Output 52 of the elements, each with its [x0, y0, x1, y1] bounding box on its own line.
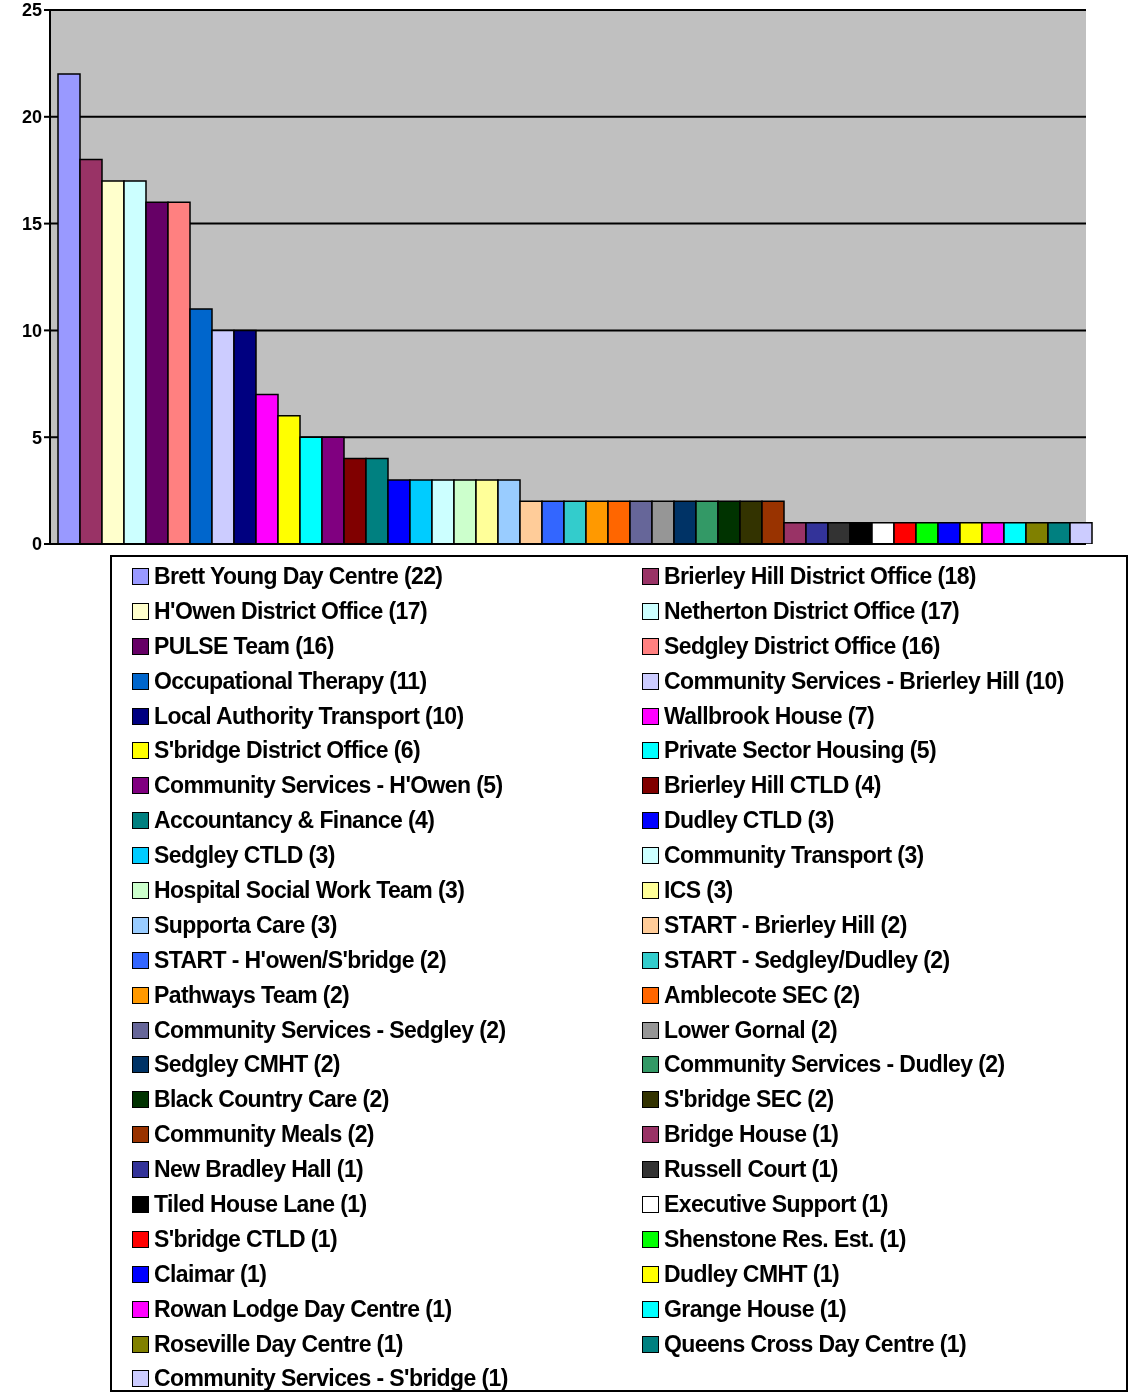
legend-label: Wallbrook House (7)	[664, 702, 875, 730]
legend-label: Black Country Care (2)	[154, 1086, 389, 1114]
legend-label: Sedgley District Office (16)	[664, 632, 940, 660]
legend-label: Shenstone Res. Est. (1)	[664, 1225, 906, 1253]
y-tick-label: 20	[21, 107, 42, 128]
legend-label: Queens Cross Day Centre (1)	[664, 1330, 967, 1358]
legend-label: Hospital Social Work Team (3)	[154, 876, 465, 904]
legend-label: Community Services - Dudley (2)	[664, 1051, 1005, 1079]
legend-label: Private Sector Housing (5)	[664, 737, 936, 765]
legend-label: START - H'owen/S'bridge (2)	[154, 946, 447, 974]
legend-label: START - Brierley Hill (2)	[664, 911, 907, 939]
legend-label: Dudley CTLD (3)	[664, 807, 834, 835]
legend-label: Local Authority Transport (10)	[154, 702, 464, 730]
legend-label: Community Services - H'Owen (5)	[154, 772, 503, 800]
legend-label: S'bridge District Office (6)	[154, 737, 420, 765]
legend-label: Community Services - Sedgley (2)	[154, 1016, 506, 1044]
legend-label: Sedgley CMHT (2)	[154, 1051, 340, 1079]
legend-label: Pathways Team (2)	[154, 981, 350, 1009]
y-tick-label: 5	[31, 427, 42, 448]
y-tick-label: 15	[21, 213, 42, 234]
legend-label: Accountancy & Finance (4)	[154, 807, 435, 835]
legend-label: Executive Support (1)	[664, 1190, 888, 1218]
legend-label: Netherton District Office (17)	[664, 597, 960, 625]
legend-label: START - Sedgley/Dudley (2)	[664, 946, 950, 974]
legend-label: Community Services - Brierley Hill (10)	[664, 667, 1064, 695]
legend-label: Russell Court (1)	[664, 1156, 838, 1184]
legend-label: Claimar (1)	[154, 1260, 267, 1288]
legend-label: Community Meals (2)	[154, 1121, 374, 1149]
legend-label: Brierley Hill CTLD (4)	[664, 772, 881, 800]
legend-label: New Bradley Hall (1)	[154, 1156, 364, 1184]
legend-label: Grange House (1)	[664, 1295, 847, 1323]
legend-label: ICS (3)	[664, 876, 733, 904]
legend-label: Tiled House Lane (1)	[154, 1190, 367, 1218]
legend-label: Brett Young Day Centre (22)	[154, 562, 443, 590]
legend-label: Bridge House (1)	[664, 1121, 839, 1149]
legend-label: Amblecote SEC (2)	[664, 981, 860, 1009]
legend-label: Supporta Care (3)	[154, 911, 337, 939]
legend-label: PULSE Team (16)	[154, 632, 334, 660]
y-tick-label: 10	[21, 320, 42, 341]
legend-label: Dudley CMHT (1)	[664, 1260, 840, 1288]
legend-label: Lower Gornal (2)	[664, 1016, 838, 1044]
legend-label: Brierley Hill District Office (18)	[664, 562, 976, 590]
legend-label: S'bridge CTLD (1)	[154, 1225, 338, 1253]
legend-label: Rowan Lodge Day Centre (1)	[154, 1295, 452, 1323]
legend-label: S'bridge SEC (2)	[664, 1086, 834, 1114]
legend-label: Sedgley CTLD (3)	[154, 842, 335, 870]
legend-label: H'Owen District Office (17)	[154, 597, 427, 625]
legend-label: Roseville Day Centre (1)	[154, 1330, 403, 1358]
y-tick-label: 0	[31, 534, 42, 555]
legend-label: Community Transport (3)	[664, 842, 924, 870]
legend-label: Occupational Therapy (11)	[154, 667, 427, 695]
y-tick-label: 25	[21, 0, 42, 21]
